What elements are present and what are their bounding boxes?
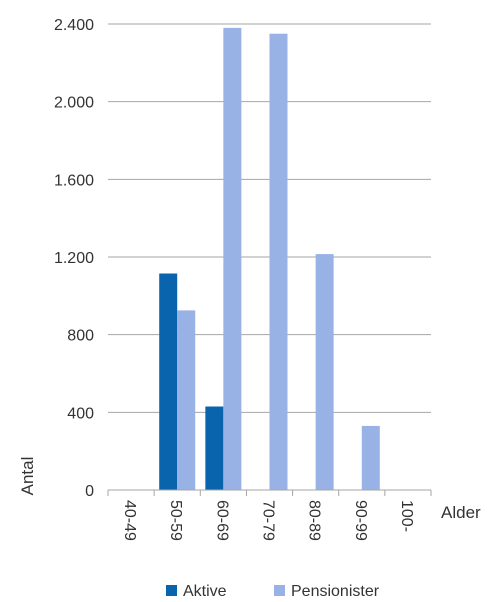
y-tick-label: 400 xyxy=(67,405,94,422)
bar-pensionister-50-59 xyxy=(177,310,196,490)
y-axis-title: Antal xyxy=(18,457,37,496)
y-tick-label: 2.400 xyxy=(54,17,94,34)
x-axis xyxy=(107,489,432,496)
x-axis-tick-labels: 40-49 50-59 60-69 70-79 80-89 90-99 100- xyxy=(121,500,415,541)
legend-label-aktive: Aktive xyxy=(183,583,227,600)
y-tick-label: 1.200 xyxy=(54,250,94,267)
x-tick-label: 40-49 xyxy=(121,500,138,541)
bar-pensionister-90-99 xyxy=(361,425,380,490)
x-tick-label: 60-69 xyxy=(213,500,230,541)
x-tick-label: 90-99 xyxy=(352,500,369,541)
legend-swatch-pensionister xyxy=(274,585,285,596)
bar-pensionister-60-69 xyxy=(223,27,242,491)
y-tick-label: 1.600 xyxy=(54,172,94,189)
bar-aktive-60-69 xyxy=(205,406,224,490)
bar-pensionister-80-89 xyxy=(315,254,334,490)
x-axis-title: Alder xyxy=(441,503,481,522)
y-tick-label: 0 xyxy=(85,483,94,500)
bar-pensionister-70-79 xyxy=(269,33,288,490)
y-tick-label: 2.000 xyxy=(54,95,94,112)
bar-aktive-50-59 xyxy=(159,273,178,490)
x-tick-label: 80-89 xyxy=(306,500,323,541)
y-tick-label: 800 xyxy=(67,328,94,345)
legend: Aktive Pensionister xyxy=(166,583,380,600)
x-tick-label: 100- xyxy=(398,500,415,532)
x-tick-label: 70-79 xyxy=(260,500,277,541)
legend-swatch-aktive xyxy=(166,585,177,596)
bars xyxy=(159,27,380,491)
legend-label-pensionister: Pensionister xyxy=(291,583,380,600)
y-axis-tick-labels: 0 400 800 1.200 1.600 2.000 2.400 xyxy=(54,17,94,500)
x-tick-label: 50-59 xyxy=(167,500,184,541)
